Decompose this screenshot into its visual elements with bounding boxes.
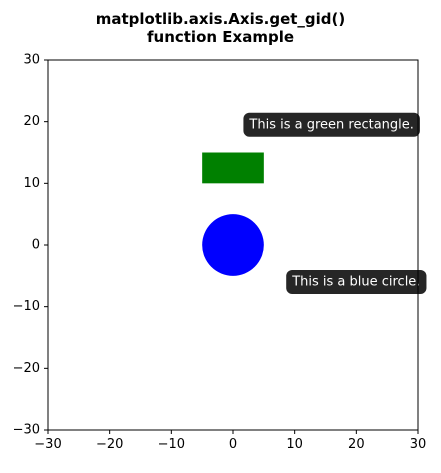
x-tick-label: 0 <box>229 437 237 452</box>
x-tick-label: 30 <box>410 437 427 452</box>
green-rectangle-annotation-text: This is a green rectangle. <box>248 117 414 132</box>
x-tick-label: −20 <box>96 437 123 452</box>
y-tick-label: 0 <box>32 238 40 253</box>
green-rectangle <box>202 153 264 184</box>
x-tick-label: −10 <box>158 437 185 452</box>
x-tick-label: 10 <box>286 437 303 452</box>
y-tick-label: −30 <box>13 423 40 438</box>
blue-circle-annotation-text: This is a blue circle. <box>291 275 420 290</box>
y-tick-label: 10 <box>23 176 40 191</box>
y-tick-label: 30 <box>23 53 40 68</box>
y-tick-label: −20 <box>13 361 40 376</box>
x-tick-label: 20 <box>348 437 365 452</box>
annotation-layer: This is a green rectangle. This is a blue… <box>243 113 426 294</box>
x-tick-label: −30 <box>34 437 61 452</box>
blue-circle <box>202 214 264 276</box>
shapes-layer <box>202 153 264 276</box>
blue-circle-annotation: This is a blue circle. <box>286 270 426 294</box>
y-tick-label: 20 <box>23 114 40 129</box>
green-rectangle-annotation: This is a green rectangle. <box>243 113 420 137</box>
y-tick-label: −10 <box>13 299 40 314</box>
